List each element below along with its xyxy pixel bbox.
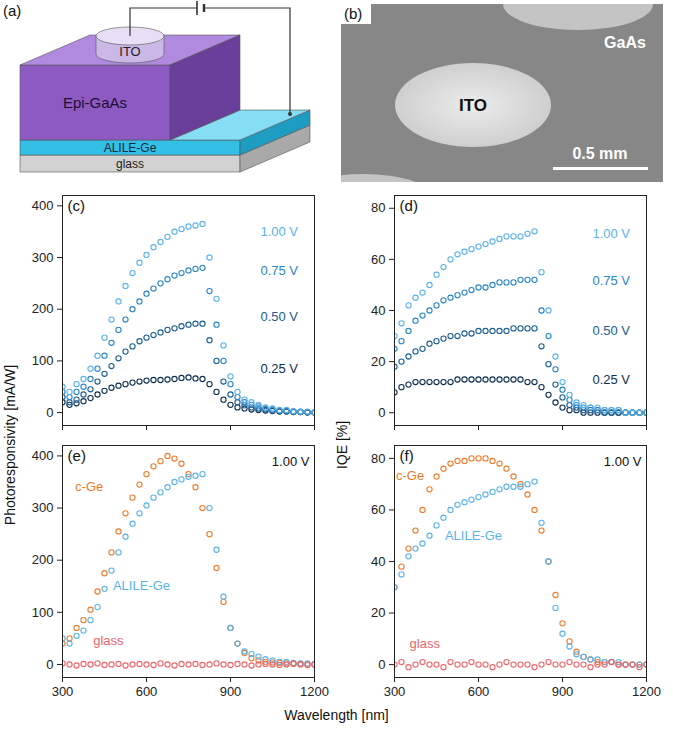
svg-text:100: 100	[32, 604, 54, 619]
svg-text:600: 600	[468, 684, 490, 699]
svg-text:40: 40	[371, 303, 385, 318]
svg-text:400: 400	[32, 448, 54, 463]
svg-text:ALILE-Ge: ALILE-Ge	[113, 578, 170, 593]
svg-text:40: 40	[371, 554, 385, 569]
svg-text:0.5 mm: 0.5 mm	[572, 145, 627, 162]
svg-text:c-Ge: c-Ge	[75, 479, 103, 494]
svg-text:900: 900	[552, 684, 574, 699]
svg-text:(c): (c)	[68, 197, 86, 214]
svg-text:300: 300	[52, 684, 74, 699]
svg-text:600: 600	[136, 684, 158, 699]
svg-text:0.50 V: 0.50 V	[592, 323, 630, 338]
svg-text:0.75 V: 0.75 V	[592, 273, 630, 288]
svg-text:(f): (f)	[400, 447, 414, 464]
svg-text:0: 0	[378, 657, 385, 672]
svg-text:1.00 V: 1.00 V	[604, 454, 642, 469]
svg-text:ITO: ITO	[459, 96, 487, 115]
svg-text:300: 300	[384, 684, 406, 699]
svg-text:Photoresponsivity [mA/W]: Photoresponsivity [mA/W]	[2, 365, 18, 525]
svg-text:0: 0	[46, 405, 53, 420]
svg-text:0.25 V: 0.25 V	[592, 372, 630, 387]
svg-text:(d): (d)	[400, 197, 418, 214]
svg-text:0: 0	[46, 657, 53, 672]
svg-text:IQE [%]: IQE [%]	[334, 421, 350, 469]
svg-text:80: 80	[371, 451, 385, 466]
svg-text:300: 300	[32, 500, 54, 515]
svg-text:0.25 V: 0.25 V	[260, 361, 298, 376]
svg-text:(b): (b)	[344, 5, 362, 22]
svg-text:0: 0	[378, 405, 385, 420]
svg-text:ALILE-Ge: ALILE-Ge	[445, 528, 502, 543]
svg-text:(e): (e)	[68, 447, 86, 464]
svg-text:1.00 V: 1.00 V	[592, 226, 630, 241]
svg-text:900: 900	[220, 684, 242, 699]
svg-text:200: 200	[32, 552, 54, 567]
svg-text:Epi-GaAs: Epi-GaAs	[63, 94, 127, 111]
svg-text:glass: glass	[116, 157, 144, 171]
svg-text:c-Ge: c-Ge	[396, 468, 424, 483]
svg-text:GaAs: GaAs	[604, 34, 646, 51]
svg-text:20: 20	[371, 605, 385, 620]
svg-text:glass: glass	[410, 636, 441, 651]
svg-text:ALILE-Ge: ALILE-Ge	[104, 141, 157, 155]
svg-text:0.75 V: 0.75 V	[260, 263, 298, 278]
svg-text:60: 60	[371, 252, 385, 267]
svg-text:glass: glass	[93, 633, 124, 648]
svg-text:100: 100	[32, 353, 54, 368]
svg-text:1200: 1200	[300, 684, 329, 699]
svg-text:20: 20	[371, 354, 385, 369]
svg-text:400: 400	[32, 198, 54, 213]
svg-text:60: 60	[371, 502, 385, 517]
svg-text:1.00 V: 1.00 V	[272, 454, 310, 469]
svg-text:(a): (a)	[3, 2, 21, 19]
svg-text:1200: 1200	[632, 684, 661, 699]
svg-text:80: 80	[371, 200, 385, 215]
svg-text:0.50 V: 0.50 V	[260, 309, 298, 324]
html-text:Wavelength [nm]: Wavelength [nm]	[284, 707, 389, 723]
svg-text:200: 200	[32, 301, 54, 316]
svg-text:1.00 V: 1.00 V	[260, 224, 298, 239]
svg-text:300: 300	[32, 250, 54, 265]
svg-text:ITO: ITO	[119, 44, 140, 59]
